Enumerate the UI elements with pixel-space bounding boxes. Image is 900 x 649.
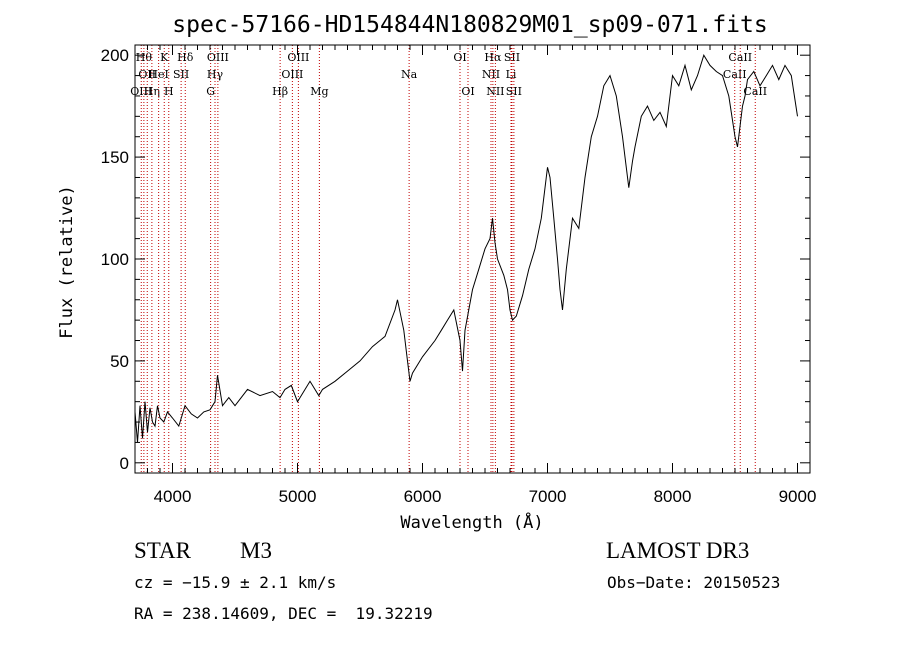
spectral-line-label: CaII (723, 68, 747, 81)
spectral-line-label: OII (138, 68, 156, 81)
spectral-line-label: Hη (144, 85, 160, 98)
observation-date: Obs−Date: 20150523 (607, 573, 781, 592)
spectral-line-label: OIII (281, 68, 303, 81)
spectral-line-label: Hγ (207, 68, 224, 81)
y-tick-label: 0 (120, 454, 129, 473)
x-tick-label: 8000 (654, 487, 692, 506)
spectral-line-label: HeI (148, 68, 168, 81)
x-axis-label: Wavelength (Å) (400, 511, 543, 533)
coordinates: RA = 238.14609, DEC = 19.32219 (134, 604, 433, 623)
x-tick-label: 4000 (154, 487, 192, 506)
spectral-line-markers: OIII Hθ OII Hη HeI K H SII Hδ G Hγ OIII Hβ OIII OIII Mg… (130, 45, 767, 473)
spectral-line-label: CaII (743, 85, 767, 98)
y-tick-label: 100 (101, 250, 129, 269)
spectral-line-label: SII (506, 85, 522, 98)
spectral-line-label: NII (482, 68, 500, 81)
spectral-line-label: Mg (310, 85, 328, 98)
object-type: STAR (134, 538, 191, 563)
spectral-line-label: NII (486, 85, 504, 98)
spectral-line-label: Hβ (272, 85, 288, 98)
spectral-line-label: SII (173, 68, 189, 81)
spectral-subclass: M3 (240, 538, 272, 563)
y-axis-label: Flux (relative) (57, 185, 77, 339)
x-tick-label: 7000 (529, 487, 567, 506)
x-tick-label: 6000 (404, 487, 442, 506)
spectral-line-label: OI (461, 85, 474, 98)
spectral-line-label: OIII (130, 85, 152, 98)
y-tick-label: 150 (101, 148, 129, 167)
spectral-line-label: OI (453, 51, 466, 64)
spectral-line-label: Li (506, 68, 517, 81)
axes: 4000 5000 6000 7000 8000 9000 0 50 100 150 200 (101, 44, 817, 506)
x-tick-label: 5000 (279, 487, 317, 506)
flux-series-line (134, 53, 798, 443)
spectral-line-label: Hα (484, 51, 502, 64)
survey-name: LAMOST DR3 (606, 538, 750, 563)
chart-title: spec-57166-HD154844N180829M01_sp09-071.f… (172, 12, 767, 38)
spectral-line-label: Na (401, 68, 418, 81)
plot-frame (134, 44, 811, 474)
spectral-line-label: Hδ (177, 51, 194, 64)
spectral-line-label: OIII (287, 51, 309, 64)
y-tick-label: 50 (110, 352, 129, 371)
spectral-line-label: K (160, 51, 169, 64)
spectral-line-label: CaII (728, 51, 752, 64)
spectral-line-label: Hθ (136, 51, 153, 64)
spectral-line-label: SII (504, 51, 520, 64)
spectral-line-label: OIII (207, 51, 229, 64)
y-tick-label: 200 (101, 46, 129, 65)
redshift-velocity: cz = −15.9 ± 2.1 km/s (134, 573, 337, 592)
spectral-line-label: G (206, 85, 215, 98)
x-tick-label: 9000 (779, 487, 817, 506)
spectral-line-label: H (164, 85, 174, 98)
